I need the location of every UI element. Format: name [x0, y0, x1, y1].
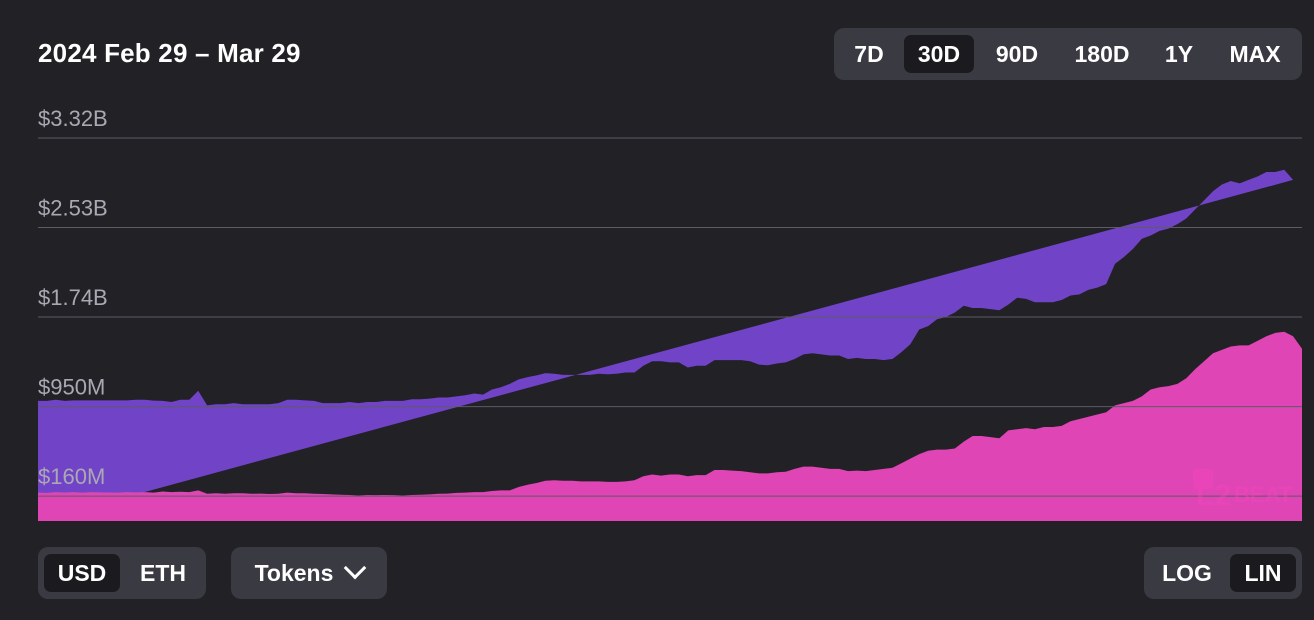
y-tick-label: $2.53B: [38, 196, 108, 221]
tokens-dropdown-button[interactable]: Tokens: [231, 554, 387, 592]
tokens-dropdown[interactable]: Tokens: [231, 547, 387, 599]
y-tick-label: $3.32B: [38, 106, 108, 131]
time-range-selector: 7D 30D 90D 180D 1Y MAX: [834, 28, 1302, 80]
currency-usd-button[interactable]: USD: [44, 554, 120, 592]
currency-toggle: USD ETH: [38, 547, 206, 599]
range-7d-button[interactable]: 7D: [854, 41, 884, 67]
y-tick-label: $1.74B: [38, 285, 108, 310]
l2beat-watermark-text: L2: [1196, 479, 1231, 512]
tokens-dropdown-label: Tokens: [254, 560, 334, 586]
chevron-down-icon: [344, 556, 367, 580]
series-area-lower: [38, 331, 1302, 521]
scale-lin-button[interactable]: LIN: [1230, 554, 1296, 592]
scale-log-button[interactable]: LOG: [1162, 560, 1212, 586]
y-tick-label: $160M: [38, 464, 105, 489]
y-tick-label: $950M: [38, 375, 105, 400]
date-range-title: 2024 Feb 29 – Mar 29: [38, 38, 301, 68]
series-area-upper: [38, 169, 1294, 521]
scale-toggle: LOG LIN: [1144, 547, 1302, 599]
range-180d-button[interactable]: 180D: [1074, 41, 1130, 67]
range-1y-button[interactable]: 1Y: [1164, 41, 1194, 67]
l2beat-logo-icon: [1193, 469, 1213, 489]
l2beat-watermark-text-beat: BEAT: [1234, 482, 1293, 507]
tvl-chart[interactable]: $160M $950M $1.74B $2.53B $3.32B L2 BEAT: [0, 96, 1314, 526]
l2beat-watermark: L2 BEAT: [1193, 469, 1293, 512]
range-30d-button[interactable]: 30D: [904, 35, 974, 73]
currency-eth-button[interactable]: ETH: [140, 560, 186, 586]
range-90d-button[interactable]: 90D: [995, 41, 1039, 67]
range-max-button[interactable]: MAX: [1229, 41, 1281, 67]
